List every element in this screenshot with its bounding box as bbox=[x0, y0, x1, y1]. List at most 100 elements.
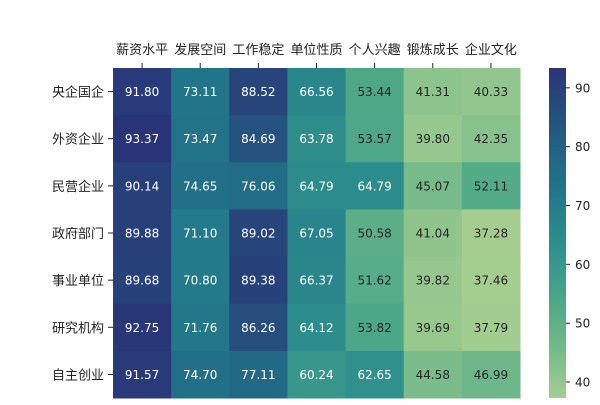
cell-value-label: 74.65 bbox=[183, 179, 217, 193]
heatmap-cell bbox=[287, 68, 347, 116]
heatmap-cell bbox=[403, 256, 463, 305]
colorbar-tick-label: 40 bbox=[575, 375, 590, 389]
cell-value-label: 37.79 bbox=[474, 321, 508, 335]
cell-value-label: 64.79 bbox=[357, 179, 391, 193]
heatmap-cell bbox=[229, 303, 288, 352]
heatmap-cell bbox=[403, 209, 463, 258]
cell-value-label: 53.82 bbox=[357, 321, 391, 335]
cell-value-label: 40.33 bbox=[474, 85, 508, 99]
heatmap-cell bbox=[113, 115, 172, 163]
heatmap-cell bbox=[403, 115, 463, 163]
heatmap-cell bbox=[229, 350, 288, 399]
cell-value-label: 37.28 bbox=[474, 227, 508, 241]
heatmap-cell bbox=[229, 115, 288, 163]
x-tick-label: 个人兴趣 bbox=[349, 43, 401, 58]
heatmap-cell bbox=[461, 115, 521, 163]
cell-value-label: 53.57 bbox=[357, 132, 391, 146]
cell-value-label: 60.24 bbox=[299, 368, 333, 382]
heatmap-cell bbox=[171, 256, 230, 305]
cell-value-label: 42.35 bbox=[474, 132, 508, 146]
heatmap-cell bbox=[345, 209, 405, 258]
cell-value-label: 41.31 bbox=[416, 85, 450, 99]
cell-value-label: 89.02 bbox=[241, 227, 275, 241]
heatmap-cell bbox=[403, 303, 463, 352]
heatmap-cells: 91.80 73.11 88.52 66.56 53.44 41.31 40.33 93.37… bbox=[113, 68, 521, 399]
cell-value-label: 89.68 bbox=[125, 274, 159, 288]
cell-value-label: 70.80 bbox=[183, 274, 217, 288]
cell-value-label: 44.58 bbox=[416, 368, 450, 382]
cell-value-label: 88.52 bbox=[241, 85, 275, 99]
y-tick-label: 研究机构 bbox=[52, 321, 104, 336]
cell-value-label: 92.75 bbox=[125, 321, 159, 335]
cell-value-label: 89.88 bbox=[125, 227, 159, 241]
heatmap-cell bbox=[461, 209, 521, 258]
cell-value-label: 93.37 bbox=[125, 132, 159, 146]
heatmap-cell bbox=[345, 350, 405, 399]
heatmap-cell bbox=[287, 303, 347, 352]
heatmap-cell bbox=[113, 68, 172, 116]
cell-value-label: 90.14 bbox=[125, 179, 159, 193]
heatmap-cell bbox=[171, 350, 230, 399]
y-tick-label: 事业单位 bbox=[52, 274, 104, 289]
heatmap-cell bbox=[171, 162, 230, 210]
cell-value-label: 63.78 bbox=[299, 132, 333, 146]
heatmap-cell bbox=[287, 350, 347, 399]
heatmap-cell bbox=[461, 162, 521, 210]
heatmap-cell bbox=[287, 115, 347, 163]
heatmap-cell bbox=[461, 303, 521, 352]
x-tick-label: 锻炼成长 bbox=[407, 43, 459, 58]
heatmap-cell bbox=[113, 209, 172, 258]
heatmap-cell bbox=[171, 68, 230, 116]
heatmap-cell bbox=[229, 162, 288, 210]
cell-value-label: 77.11 bbox=[241, 368, 275, 382]
cell-value-label: 39.82 bbox=[416, 274, 450, 288]
heatmap-cell bbox=[345, 162, 405, 210]
cell-value-label: 64.79 bbox=[299, 179, 333, 193]
heatmap-cell bbox=[229, 68, 288, 116]
y-tick-label: 自主创业 bbox=[52, 368, 104, 383]
y-tick-label: 民营企业 bbox=[52, 179, 104, 195]
heatmap-cell bbox=[403, 350, 463, 399]
colorbar-tick-label: 70 bbox=[575, 199, 590, 213]
heatmap-cell bbox=[113, 162, 172, 210]
cell-value-label: 39.69 bbox=[416, 321, 450, 335]
x-tick-label: 企业文化 bbox=[465, 42, 517, 58]
heatmap-cell bbox=[345, 303, 405, 352]
x-axis-ticks: 薪资水平 发展空间 工作稳定 单位性质 个人兴趣 锻炼成长 企业文化 bbox=[116, 42, 517, 68]
heatmap-cell bbox=[345, 115, 405, 163]
heatmap-cell bbox=[171, 115, 230, 163]
heatmap-cell bbox=[113, 303, 172, 352]
heatmap-cell bbox=[345, 256, 405, 305]
cell-value-label: 51.62 bbox=[357, 274, 391, 288]
x-tick-label: 单位性质 bbox=[290, 43, 342, 58]
heatmap-cell bbox=[461, 256, 521, 305]
cell-value-label: 37.46 bbox=[474, 274, 508, 288]
cell-value-label: 91.80 bbox=[125, 85, 159, 99]
heatmap-cell bbox=[287, 162, 347, 210]
cell-value-label: 64.12 bbox=[299, 321, 333, 335]
y-tick-label: 央企国企 bbox=[52, 85, 104, 101]
cell-value-label: 46.99 bbox=[474, 368, 508, 382]
y-tick-label: 政府部门 bbox=[52, 227, 104, 242]
cell-value-label: 52.11 bbox=[474, 179, 508, 193]
cell-value-label: 89.38 bbox=[241, 274, 275, 288]
heatmap-cell bbox=[403, 68, 463, 116]
cell-value-label: 66.56 bbox=[299, 85, 333, 99]
cell-value-label: 41.04 bbox=[416, 227, 450, 241]
cell-value-label: 74.70 bbox=[183, 368, 217, 382]
cell-value-label: 73.11 bbox=[183, 85, 217, 99]
cell-value-label: 62.65 bbox=[357, 368, 391, 382]
cell-value-label: 45.07 bbox=[416, 179, 450, 193]
cell-value-label: 84.69 bbox=[241, 132, 275, 146]
colorbar-gradient bbox=[549, 68, 566, 398]
heatmap-cell bbox=[287, 209, 347, 258]
cell-value-label: 50.58 bbox=[357, 227, 391, 241]
heatmap-cell bbox=[113, 256, 172, 305]
colorbar: 40 50 60 70 80 90 bbox=[549, 68, 590, 398]
y-tick-label: 外资企业 bbox=[52, 132, 104, 148]
heatmap-cell bbox=[171, 303, 230, 352]
cell-value-label: 73.47 bbox=[183, 132, 217, 146]
x-tick-label: 发展空间 bbox=[174, 42, 226, 58]
